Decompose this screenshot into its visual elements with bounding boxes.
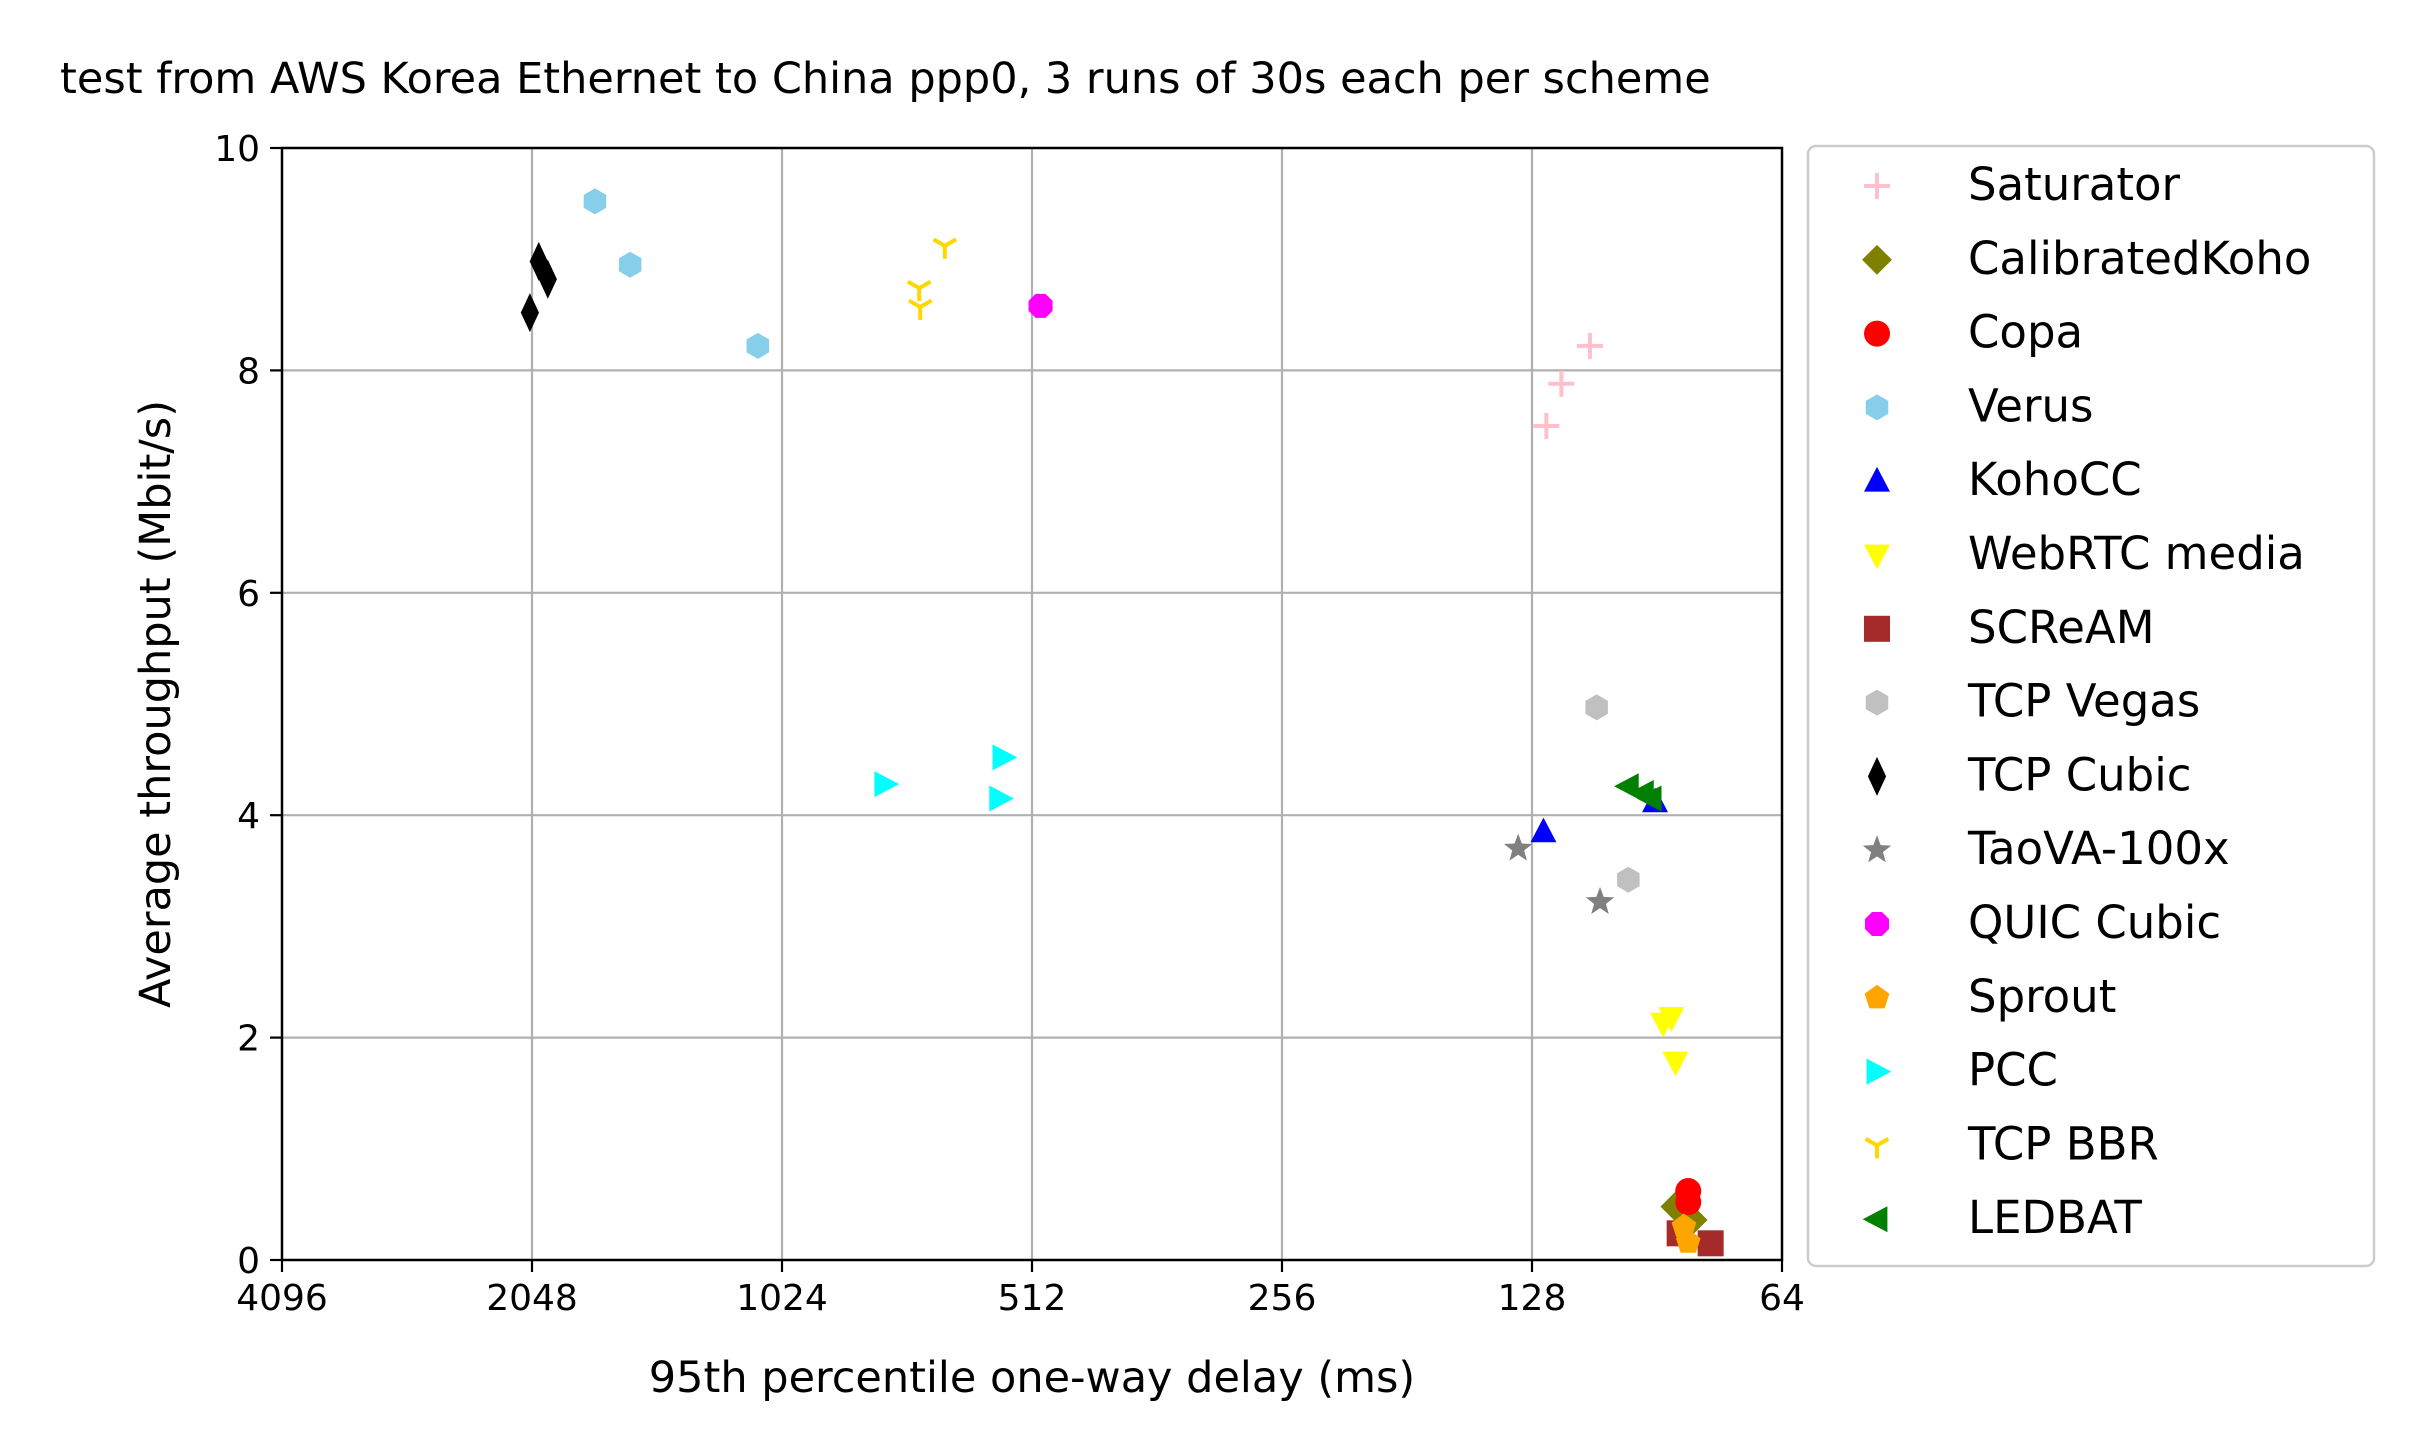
y-tick-label: 10: [214, 129, 260, 170]
point-taova-100x: [1503, 833, 1533, 861]
legend-label-taova-100x: TaoVA-100x: [1967, 822, 2230, 875]
y-tick-label: 0: [237, 1241, 260, 1282]
point-ledbat: [1636, 785, 1662, 812]
legend-marker-copa: [1864, 320, 1890, 347]
legend-label-sprout: Sprout: [1968, 970, 2116, 1023]
legend-label-ledbat: LEDBAT: [1968, 1191, 2142, 1244]
legend-label-quic-cubic: QUIC Cubic: [1968, 896, 2221, 949]
point-quic-cubic: [1028, 293, 1053, 318]
legend-label-verus: Verus: [1968, 379, 2093, 432]
legend-marker-verus: [1865, 394, 1889, 421]
legend-label-saturator: Saturator: [1968, 158, 2181, 211]
point-saturator: [1548, 370, 1575, 397]
legend-marker-tcp-cubic: [1867, 756, 1887, 796]
point-verus: [583, 188, 607, 215]
x-tick-label: 128: [1498, 1278, 1567, 1319]
legend-marker-saturator: [1864, 173, 1890, 199]
point-sprout: [1675, 1229, 1701, 1253]
point-verus: [618, 251, 642, 278]
legend-marker-tcp-vegas: [1865, 689, 1889, 716]
point-kohocc: [1530, 817, 1557, 843]
legend-label-calibratedkoho: CalibratedKoho: [1968, 232, 2311, 285]
point-tcp-vegas: [1617, 866, 1640, 893]
point-copa: [1675, 1189, 1702, 1216]
y-tick-label: 2: [237, 1019, 260, 1060]
legend-label-tcp-cubic: TCP Cubic: [1967, 748, 2191, 801]
legend-frame: [1806, 144, 2376, 1268]
legend-marker-ledbat: [1862, 1206, 1888, 1233]
x-tick-label: 4096: [236, 1278, 328, 1319]
point-tcp-bbr: [907, 298, 933, 321]
legend-label-kohocc: KohoCC: [1968, 453, 2142, 506]
x-tick-label: 256: [1248, 1278, 1317, 1319]
point-taova-100x: [1585, 886, 1615, 915]
legend-marker-scream: [1864, 615, 1890, 642]
point-tcp-bbr: [906, 279, 932, 302]
point-webrtc-media: [1662, 1051, 1689, 1077]
point-tcp-cubic: [538, 259, 557, 299]
legend-marker-taova-100x: [1862, 835, 1892, 863]
legend-marker-quic-cubic: [1864, 911, 1890, 937]
y-tick-label: 6: [237, 574, 260, 615]
x-axis-label: 95th percentile one-way delay (ms): [649, 1353, 1415, 1403]
legend-label-tcp-vegas: TCP Vegas: [1967, 675, 2200, 728]
legend-label-pcc: PCC: [1968, 1044, 2058, 1097]
legend-label-scream: SCReAM: [1968, 601, 2155, 654]
legend-label-tcp-bbr: TCP BBR: [1967, 1117, 2159, 1170]
legend-label-webrtc-media: WebRTC media: [1968, 527, 2305, 580]
point-tcp-cubic: [520, 293, 539, 333]
x-axis-ticks: 4096 2048 1024 512 256 128 64: [236, 1260, 1805, 1319]
point-webrtc-media: [1658, 1007, 1685, 1032]
legend-marker-pcc: [1866, 1058, 1892, 1085]
point-tcp-bbr: [932, 237, 958, 259]
x-tick-label: 1024: [736, 1278, 828, 1319]
legend-marker-tcp-bbr: [1864, 1137, 1890, 1159]
point-saturator: [1533, 413, 1560, 439]
legend: Saturator CalibratedKoho Copa Verus KohoCC We…: [1806, 144, 2376, 1268]
data-points: [520, 188, 1724, 1257]
y-axis-label: Average throughput (Mbit/s): [131, 400, 181, 1008]
legend-marker-webrtc-media: [1864, 544, 1890, 570]
point-verus: [746, 332, 770, 359]
y-axis-ticks: 0 2 4 6 8 10: [214, 129, 282, 1282]
point-scream: [1697, 1230, 1724, 1257]
y-tick-label: 8: [237, 351, 260, 392]
point-pcc: [874, 771, 900, 798]
grid-lines: [282, 148, 1782, 1260]
point-saturator: [1576, 332, 1603, 359]
legend-label-copa: Copa: [1968, 306, 2083, 359]
y-tick-label: 4: [237, 796, 260, 837]
point-pcc: [992, 744, 1018, 771]
x-tick-label: 2048: [486, 1278, 578, 1319]
point-tcp-vegas: [1585, 694, 1608, 721]
chart-title: test from AWS Korea Ethernet to China pp…: [60, 54, 1711, 104]
legend-marker-kohocc: [1864, 466, 1890, 492]
point-pcc: [989, 785, 1014, 812]
x-tick-label: 512: [998, 1278, 1067, 1319]
point-calibratedkoho: [1660, 1191, 1691, 1222]
x-tick-label: 64: [1759, 1278, 1805, 1319]
legend-marker-calibratedkoho: [1862, 244, 1892, 275]
legend-marker-sprout: [1864, 984, 1890, 1009]
